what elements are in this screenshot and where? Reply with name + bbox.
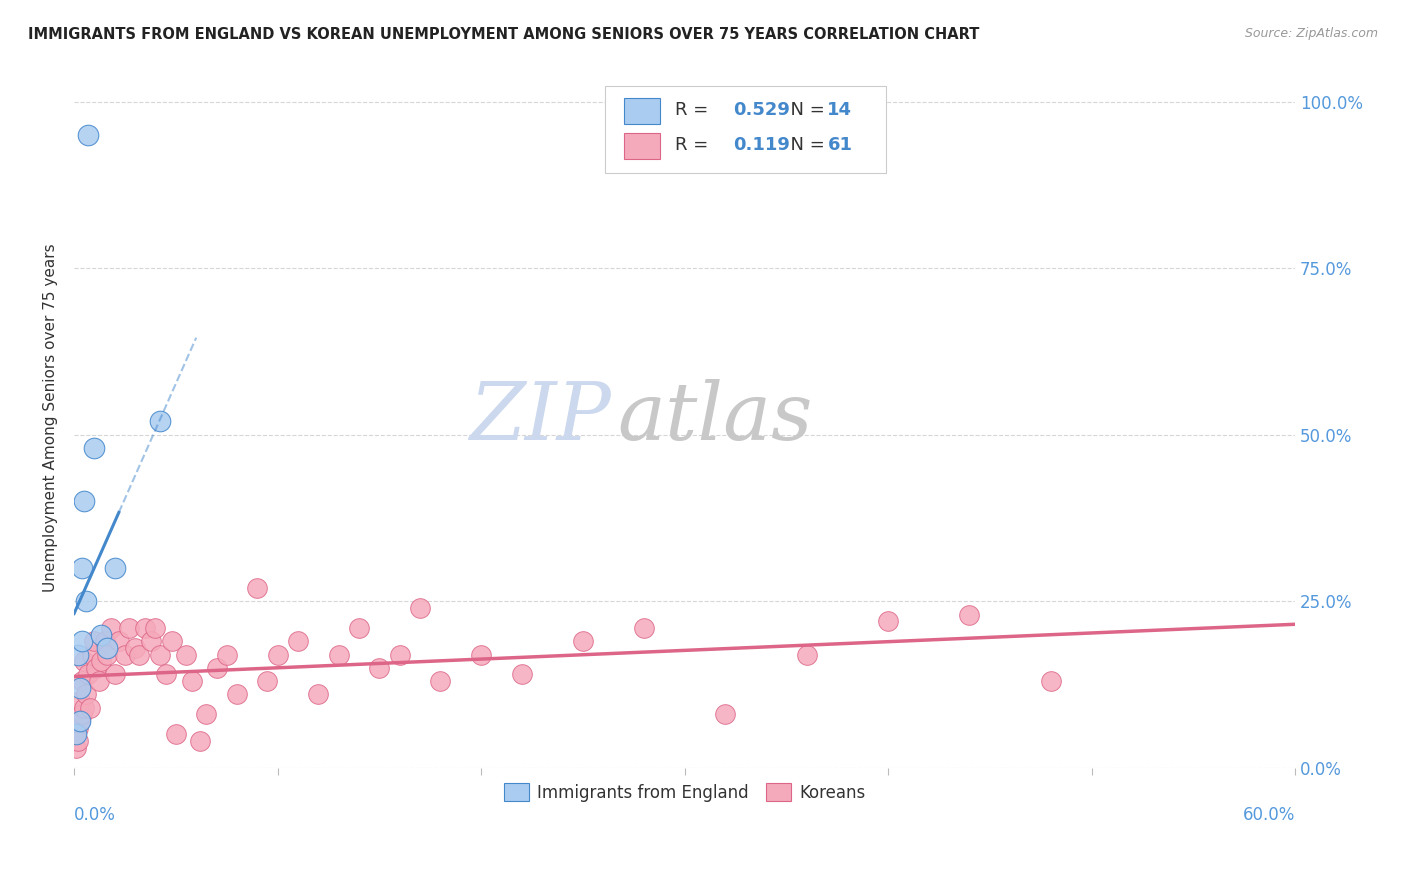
Point [73,654,96,668]
Point [877,614,900,628]
Point [181,674,204,689]
Text: IMMIGRANTS FROM ENGLAND VS KOREAN UNEMPLOYMENT AMONG SENIORS OVER 75 YEARS CORRE: IMMIGRANTS FROM ENGLAND VS KOREAN UNEMPL… [28,27,980,42]
Point [70,561,93,575]
Point [409,600,432,615]
Point [246,581,269,595]
Point [572,634,595,648]
Point [114,648,136,662]
Text: ZIP: ZIP [470,379,612,457]
Point [96,640,118,655]
Text: N =: N = [779,102,830,120]
Point [65,740,87,755]
Point [108,634,131,648]
Point [100,621,122,635]
Point [83,441,105,455]
Legend: Immigrants from England, Koreans: Immigrants from England, Koreans [498,777,872,808]
Point [388,648,411,662]
Point [67,648,90,662]
Point [510,667,533,681]
FancyBboxPatch shape [623,98,661,125]
Point [165,727,187,741]
Point [470,648,492,662]
Point [75,594,97,608]
Point [307,688,329,702]
Point [205,661,228,675]
Point [104,561,127,575]
Point [90,654,112,668]
Point [796,648,818,662]
Point [69,694,91,708]
Point [70,674,93,689]
Point [195,707,218,722]
Point [287,634,309,648]
Point [714,707,737,722]
Text: 0.0%: 0.0% [75,806,115,824]
Point [77,128,100,142]
Point [77,667,100,681]
Text: Source: ZipAtlas.com: Source: ZipAtlas.com [1244,27,1378,40]
Point [266,648,288,662]
Point [633,621,655,635]
Text: R =: R = [675,136,720,154]
Point [70,634,93,648]
Y-axis label: Unemployment Among Seniors over 75 years: Unemployment Among Seniors over 75 years [44,244,58,592]
FancyBboxPatch shape [605,86,886,173]
Point [148,648,170,662]
Point [93,634,115,648]
Point [73,700,96,714]
Point [256,674,278,689]
Point [128,648,150,662]
Text: atlas: atlas [617,379,813,457]
Text: N =: N = [779,136,830,154]
Text: 0.119: 0.119 [734,136,790,154]
Text: R =: R = [675,102,714,120]
Point [104,667,127,681]
Point [67,734,90,748]
Point [75,688,97,702]
Point [148,414,170,428]
Point [90,627,112,641]
Point [188,734,211,748]
Point [65,727,87,741]
Point [368,661,391,675]
Point [86,661,108,675]
Point [215,648,238,662]
Point [160,634,183,648]
Point [96,648,118,662]
Point [328,648,350,662]
Point [959,607,981,622]
Text: 61: 61 [827,136,852,154]
Text: 0.529: 0.529 [734,102,790,120]
Point [429,674,451,689]
Point [69,681,91,695]
Point [67,721,90,735]
Point [69,714,91,728]
Point [83,634,105,648]
Point [145,621,167,635]
Text: 14: 14 [827,102,852,120]
Point [70,707,93,722]
Point [82,648,104,662]
Point [174,648,197,662]
Point [155,667,177,681]
Point [225,688,247,702]
Point [79,700,101,714]
Point [65,727,87,741]
Point [87,674,110,689]
FancyBboxPatch shape [623,133,661,160]
Point [124,640,146,655]
Point [73,494,96,508]
Point [118,621,141,635]
Point [347,621,370,635]
Point [69,714,91,728]
Point [1039,674,1062,689]
Point [141,634,163,648]
Point [134,621,156,635]
Text: 60.0%: 60.0% [1243,806,1295,824]
